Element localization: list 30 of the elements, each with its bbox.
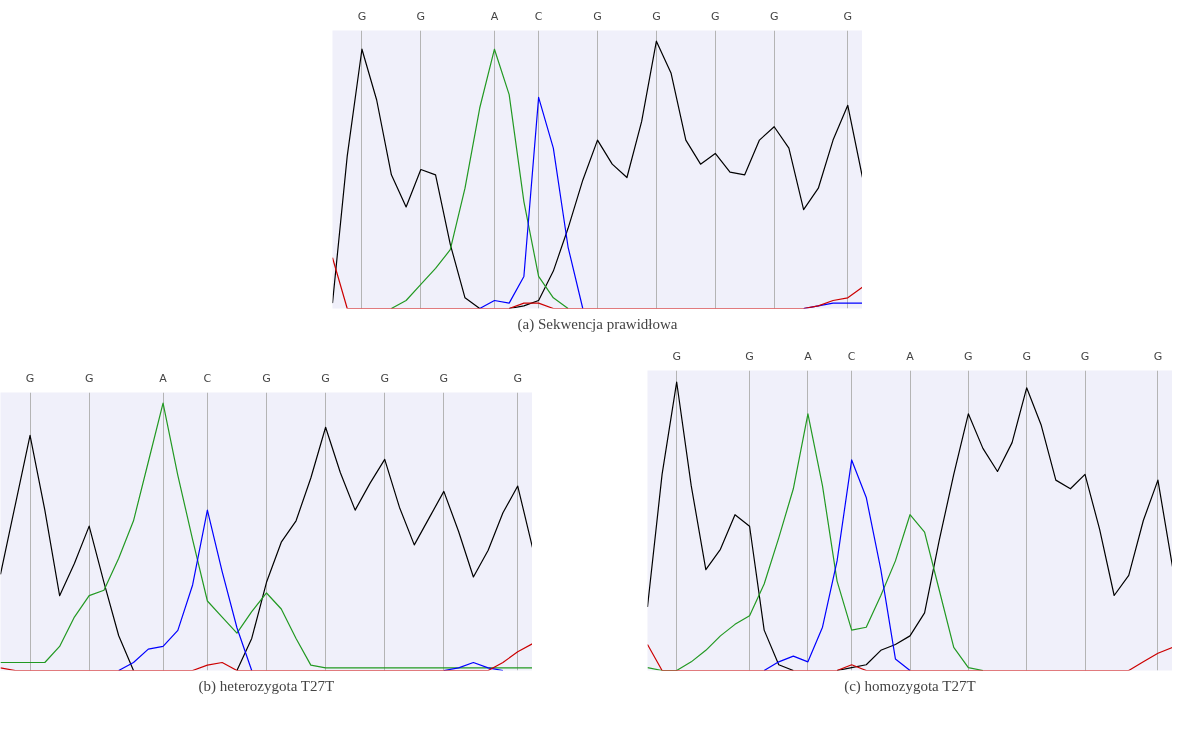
x-tick-label: G — [380, 371, 389, 385]
x-tick-label: C — [534, 9, 543, 23]
x-tick-label: G — [439, 371, 449, 385]
x-tick-label: G — [711, 9, 720, 23]
x-tick-label: G — [1153, 349, 1163, 363]
text: (a) Sekwencja prawidłowa — [517, 315, 678, 333]
x-tick-label: G — [1080, 349, 1090, 363]
x-tick-label: G — [262, 371, 271, 385]
x-tick-label: G — [357, 9, 367, 23]
x-tick-label: C — [203, 371, 212, 385]
x-tick-label: G — [843, 9, 853, 23]
x-tick-label: A — [490, 9, 499, 23]
x-tick-label: A — [906, 349, 915, 363]
x-tick-label: A — [804, 349, 813, 363]
x-tick-label: G — [769, 9, 779, 23]
text: (b) heterozygota T27T — [198, 677, 335, 695]
x-tick-label: G — [745, 349, 754, 363]
x-tick-label: G — [964, 349, 973, 363]
x-tick-label: G — [652, 9, 661, 23]
text: (c) homozygota T27T — [844, 677, 976, 695]
x-tick-label: G — [513, 371, 522, 385]
x-tick-label: A — [159, 371, 168, 385]
x-tick-label: G — [25, 371, 35, 385]
x-tick-label: G — [416, 9, 426, 23]
x-tick-label: G — [1022, 349, 1031, 363]
x-tick-label: G — [672, 349, 681, 363]
x-tick-label: G — [593, 9, 602, 23]
x-tick-label: C — [847, 349, 856, 363]
x-tick-label: G — [321, 371, 330, 385]
x-tick-label: G — [84, 371, 94, 385]
